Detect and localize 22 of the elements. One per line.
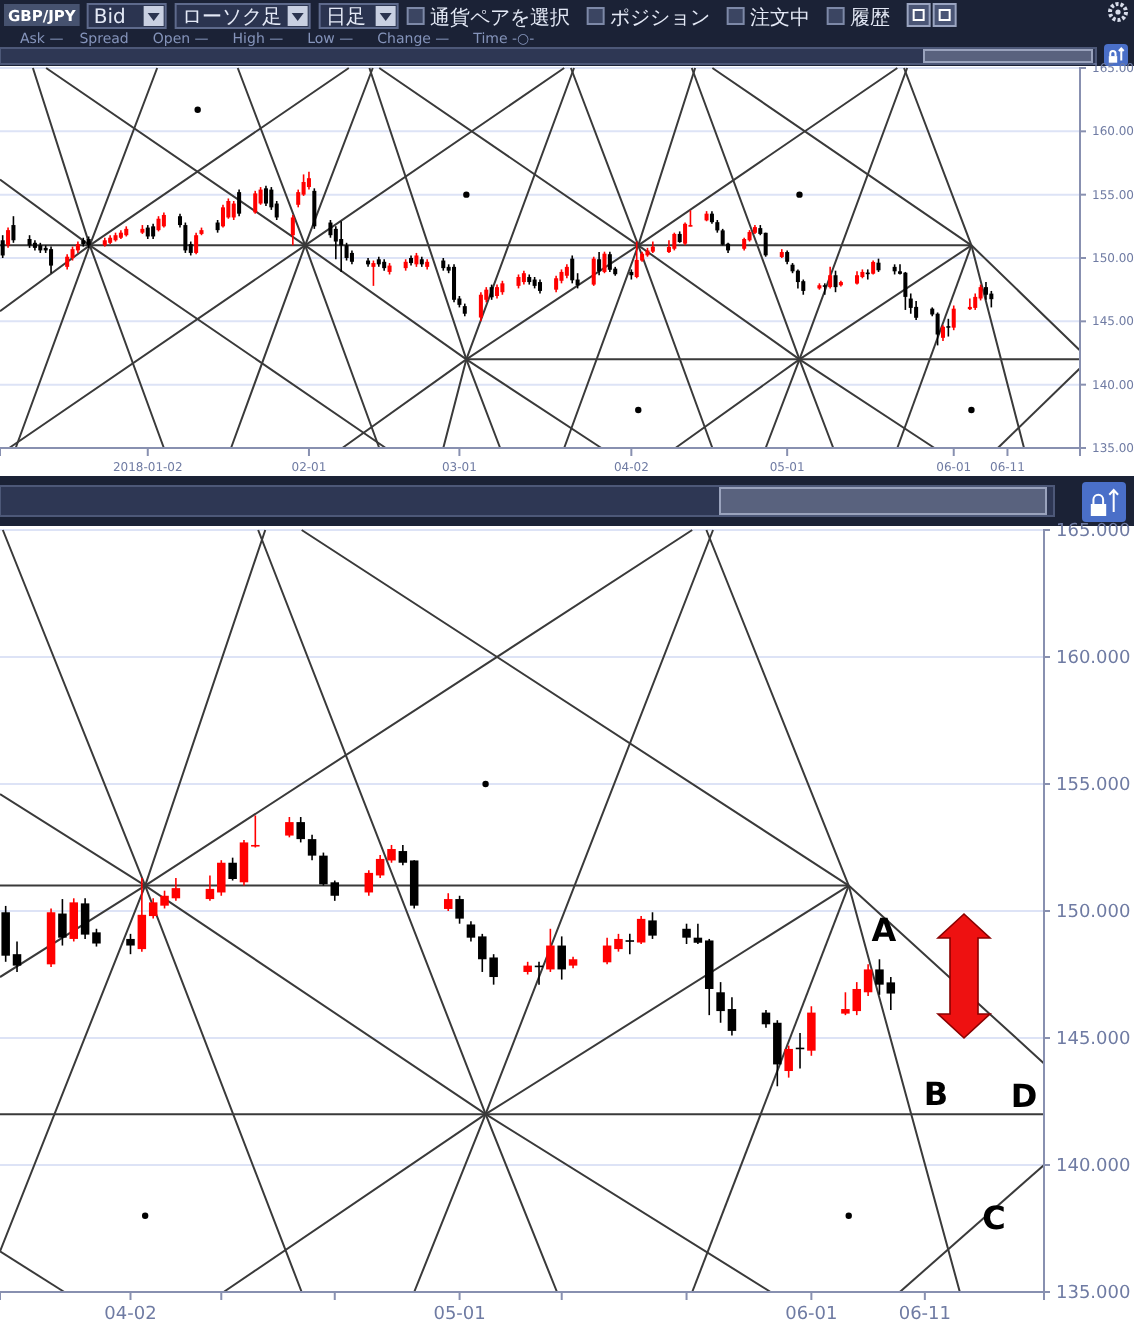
x-tick-label: 06-01 — [785, 1304, 838, 1325]
y-tick-label: 135.000 — [1056, 1283, 1131, 1304]
y-tick-label: 155.000 — [1056, 775, 1131, 796]
text: 注文中 — [749, 6, 810, 30]
annotation: A — [871, 910, 898, 949]
x-tick-label: 05-01 — [433, 1304, 486, 1325]
text: Bid — [93, 7, 126, 29]
annotation: D — [1010, 1076, 1038, 1115]
annotation: B — [923, 1074, 949, 1113]
text: ポジション — [609, 8, 710, 30]
y-tick-label: 145.000 — [1056, 1029, 1131, 1050]
text: 日足 — [325, 7, 366, 29]
text: 通貨ペアを選択 — [429, 6, 570, 30]
y-tick-label: 165.000 — [1056, 521, 1131, 542]
y-tick-label: 160.000 — [1056, 648, 1131, 669]
text: ローソク足 — [181, 7, 282, 29]
x-tick-label: 06-11 — [898, 1304, 951, 1325]
x-tick-label: 04-02 — [104, 1304, 157, 1325]
y-tick-label: 140.000 — [1056, 1156, 1131, 1177]
y-tick-label: 150.000 — [1056, 902, 1131, 923]
text: 履歴 — [849, 8, 890, 30]
annotation: C — [982, 1198, 1006, 1237]
